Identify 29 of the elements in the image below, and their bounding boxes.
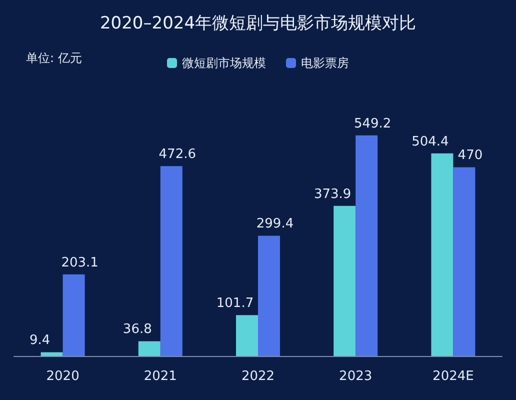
bar	[258, 236, 280, 356]
data-label: 299.4	[256, 216, 294, 232]
bar	[40, 352, 63, 356]
data-label: 472.6	[158, 147, 196, 162]
data-label: 504.4	[412, 134, 449, 150]
bar	[431, 153, 454, 356]
data-label: 101.7	[216, 296, 254, 312]
bar	[160, 166, 182, 356]
data-label: 9.4	[29, 333, 50, 348]
legend-label: 微短剧市场规模	[182, 56, 266, 70]
data-label: 373.9	[314, 186, 352, 202]
bar	[138, 341, 160, 356]
x-tick-label: 2023	[339, 369, 372, 384]
x-tick-label: 2024E	[432, 369, 474, 384]
x-tick-label: 2021	[144, 369, 177, 384]
bar	[356, 135, 378, 356]
x-tick-label: 2022	[241, 369, 275, 384]
bar	[453, 167, 476, 356]
data-label: 203.1	[61, 255, 98, 270]
data-label: 470	[458, 148, 483, 164]
chart-title: 2020–2024年微短剧与电影市场规模对比	[100, 14, 416, 34]
bar	[236, 315, 258, 356]
bar	[334, 206, 356, 356]
data-label: 549.2	[354, 116, 392, 132]
data-label: 36.8	[122, 322, 152, 338]
bar	[62, 274, 85, 356]
text: 单位: 亿元	[26, 51, 82, 65]
x-tick-label: 2020	[46, 369, 80, 384]
legend-label: 电影票房	[301, 56, 349, 70]
